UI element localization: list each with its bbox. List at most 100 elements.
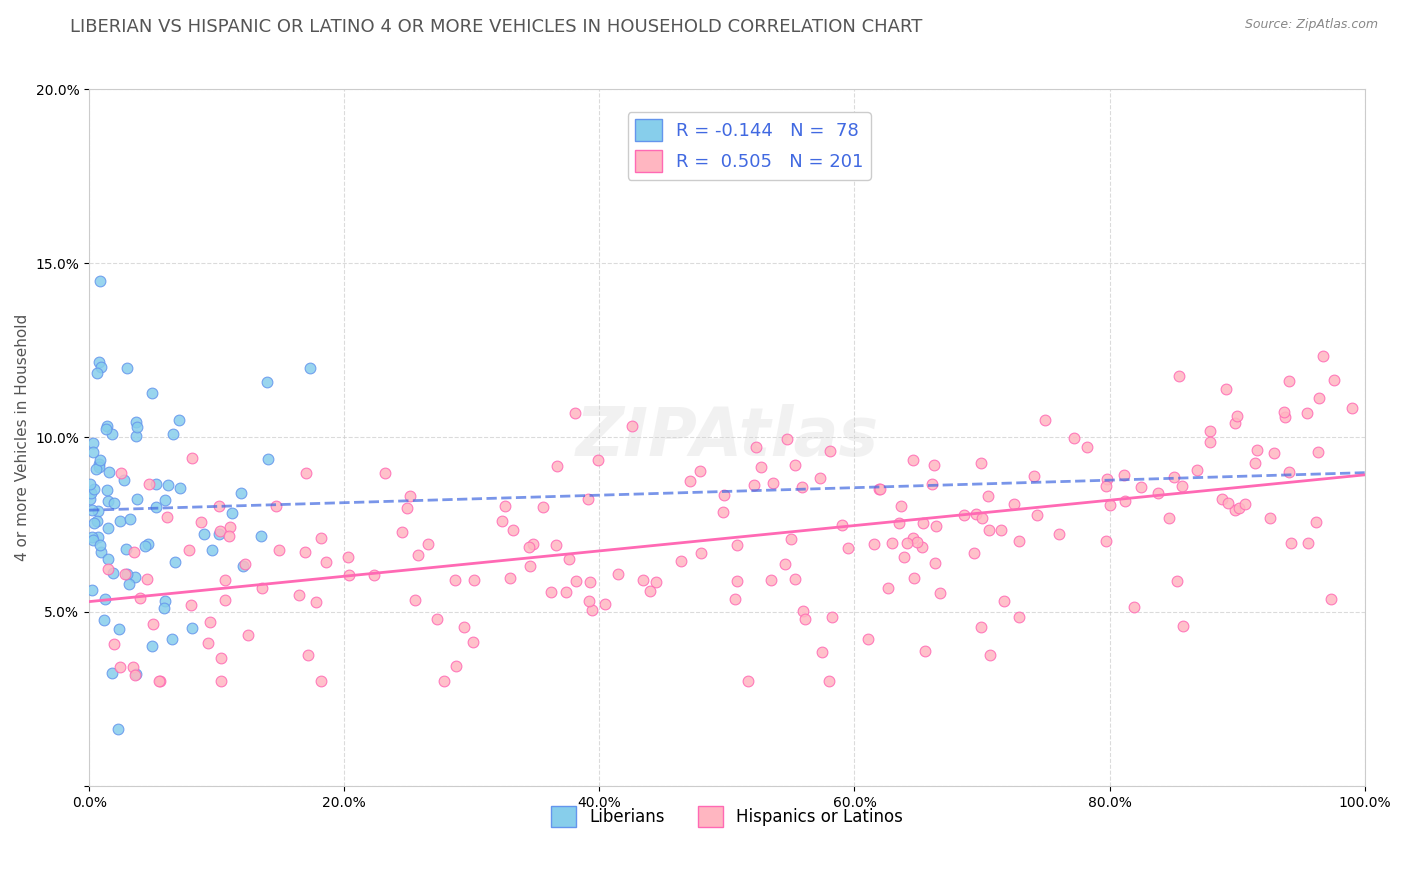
- Point: [115, 360, 138, 375]
- Point: [101, 566, 124, 580]
- Point: [238, 628, 260, 642]
- Point: [645, 575, 668, 590]
- Point: [499, 571, 522, 585]
- Point: [1263, 445, 1285, 459]
- Point: [180, 451, 202, 466]
- Point: [1076, 440, 1098, 454]
- Point: [122, 545, 145, 559]
- Point: [80, 503, 103, 517]
- Point: [129, 591, 152, 605]
- Point: [679, 474, 702, 488]
- Point: [776, 433, 799, 447]
- Point: [221, 506, 243, 520]
- Point: [167, 413, 190, 427]
- Point: [257, 451, 280, 466]
- Point: [905, 535, 928, 549]
- Point: [1296, 536, 1319, 550]
- Point: [86, 514, 108, 528]
- Point: [433, 674, 456, 689]
- Point: [89, 355, 111, 369]
- Point: [89, 360, 111, 375]
- Point: [555, 585, 578, 599]
- Point: [759, 573, 782, 587]
- Point: [1146, 486, 1168, 500]
- Point: [911, 516, 934, 531]
- Point: [180, 599, 202, 613]
- Point: [1112, 467, 1135, 482]
- Point: [901, 531, 924, 545]
- Point: [125, 415, 148, 429]
- Point: [970, 619, 993, 633]
- Point: [990, 523, 1012, 537]
- Point: [155, 493, 177, 508]
- Point: [737, 674, 759, 689]
- Point: [901, 453, 924, 467]
- Point: [142, 616, 165, 631]
- Point: [446, 659, 468, 673]
- Point: [82, 445, 104, 459]
- Point: [924, 519, 946, 533]
- Point: [519, 558, 541, 573]
- Point: [1306, 445, 1329, 459]
- Point: [522, 537, 544, 551]
- Text: ZIPAtlas: ZIPAtlas: [575, 404, 879, 470]
- Point: [160, 632, 183, 647]
- Point: [404, 593, 426, 607]
- Point: [1246, 443, 1268, 458]
- Point: [979, 648, 1001, 662]
- Point: [790, 481, 813, 495]
- Point: [794, 612, 817, 626]
- Point: [1198, 434, 1220, 449]
- Point: [578, 593, 600, 607]
- Point: [1223, 417, 1246, 431]
- Point: [868, 483, 890, 497]
- Point: [103, 496, 125, 510]
- Point: [1033, 413, 1056, 427]
- Point: [963, 546, 986, 560]
- Y-axis label: 4 or more Vehicles in Household: 4 or more Vehicles in Household: [15, 314, 30, 561]
- Point: [762, 475, 785, 490]
- Point: [491, 514, 513, 528]
- Point: [751, 459, 773, 474]
- Point: [792, 604, 814, 618]
- Point: [134, 539, 156, 553]
- Point: [579, 574, 602, 589]
- Point: [149, 674, 172, 689]
- Point: [84, 461, 107, 475]
- Point: [406, 548, 429, 562]
- Point: [607, 566, 630, 581]
- Point: [576, 491, 599, 506]
- Point: [1157, 511, 1180, 525]
- Point: [620, 418, 643, 433]
- Point: [83, 516, 105, 530]
- Point: [86, 366, 108, 380]
- Point: [229, 486, 252, 500]
- Point: [219, 520, 242, 534]
- Point: [79, 477, 101, 491]
- Point: [1063, 431, 1085, 445]
- Point: [124, 570, 146, 584]
- Point: [124, 667, 146, 681]
- Point: [233, 557, 256, 571]
- Point: [1095, 472, 1118, 486]
- Point: [1278, 374, 1301, 388]
- Point: [299, 361, 322, 376]
- Point: [315, 555, 337, 569]
- Point: [90, 545, 112, 559]
- Point: [87, 504, 110, 518]
- Point: [305, 595, 328, 609]
- Point: [893, 549, 915, 564]
- Point: [1168, 368, 1191, 383]
- Point: [1173, 619, 1195, 633]
- Point: [1129, 480, 1152, 494]
- Legend: Liberians, Hispanics or Latinos: Liberians, Hispanics or Latinos: [544, 799, 910, 833]
- Point: [531, 500, 554, 514]
- Point: [725, 538, 748, 552]
- Point: [118, 512, 141, 526]
- Point: [127, 492, 149, 507]
- Point: [1341, 401, 1364, 415]
- Point: [165, 555, 187, 569]
- Point: [136, 572, 159, 586]
- Point: [214, 593, 236, 607]
- Point: [198, 615, 221, 629]
